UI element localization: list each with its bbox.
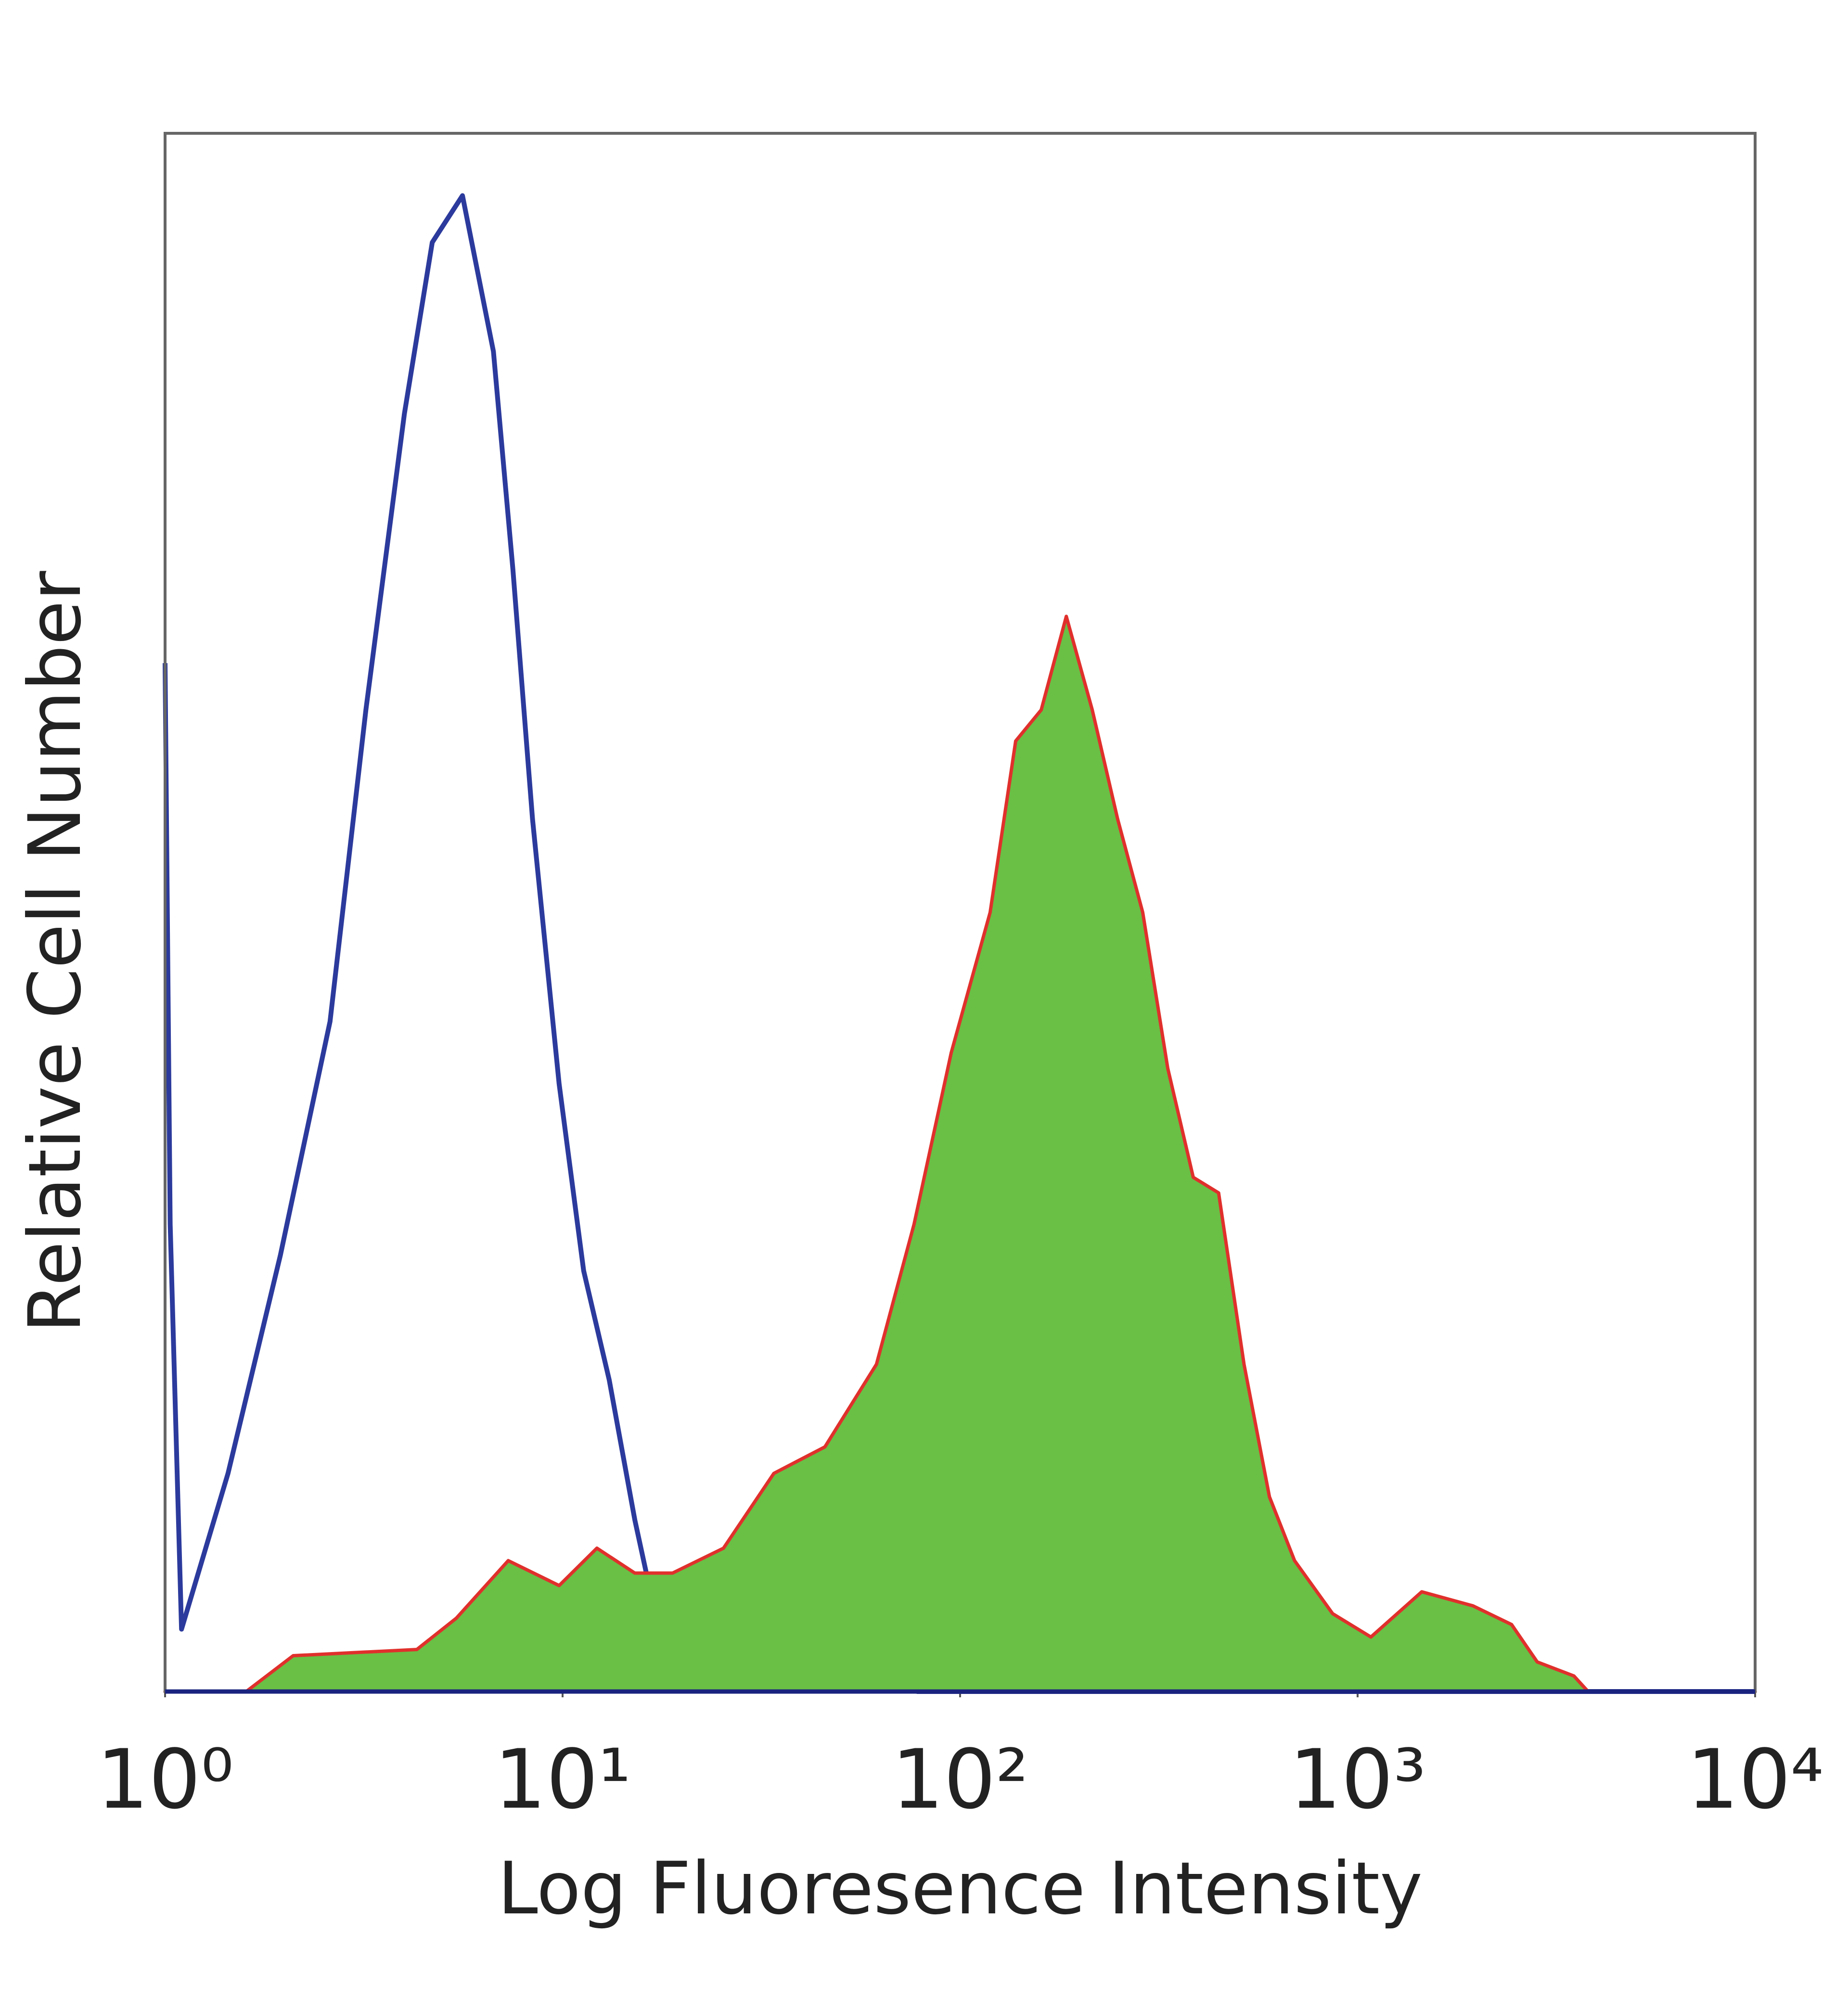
x-tick-label: 10³	[1289, 1732, 1426, 1827]
x-tick-label: 10²	[892, 1732, 1028, 1827]
x-tick-label: 10⁰	[97, 1732, 233, 1827]
x-axis-label: Log Fluoresence Intensity	[498, 1847, 1423, 1931]
histogram-area	[163, 615, 1757, 1693]
x-tick-label: 10¹	[494, 1732, 631, 1827]
y-axis-label: Relative Cell Number	[13, 571, 97, 1333]
x-tick-label: 10⁴	[1687, 1732, 1823, 1827]
